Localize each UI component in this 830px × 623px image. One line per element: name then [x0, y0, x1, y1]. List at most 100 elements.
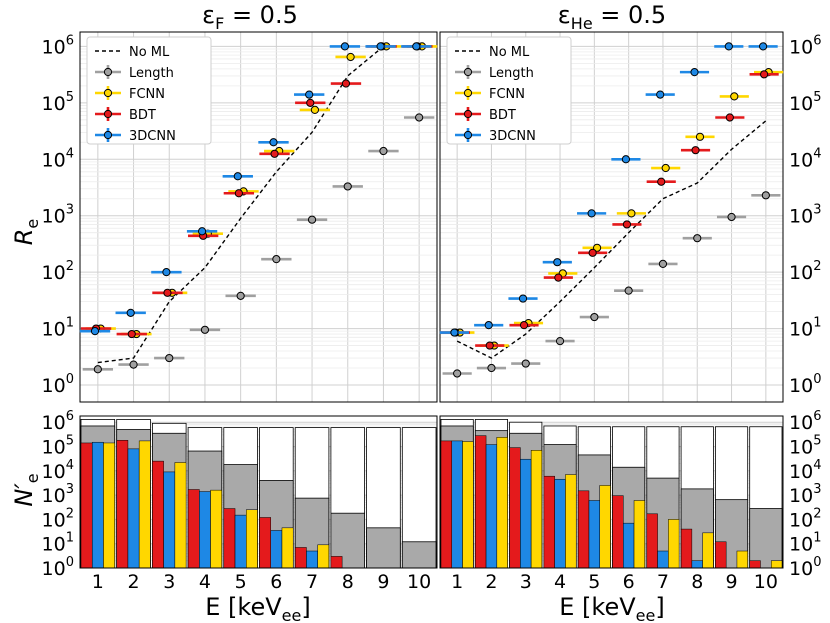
y-tick-label: 104	[42, 146, 74, 171]
bar-group	[646, 426, 680, 569]
3dcnn-bar	[270, 530, 283, 569]
marker	[197, 227, 207, 236]
marker	[587, 209, 596, 218]
bar-group	[294, 427, 330, 569]
x-tick-label: 6	[623, 571, 635, 593]
3dcnn-point	[222, 172, 253, 181]
marker	[484, 321, 493, 330]
3dcnn-point	[474, 321, 504, 330]
x-tick-label: 8	[342, 571, 354, 593]
fcnn-bar	[317, 544, 330, 569]
fcnn-bar	[103, 442, 115, 569]
x-tick-label: 2	[128, 571, 140, 593]
bdt-bar	[259, 517, 271, 569]
marker	[693, 234, 702, 243]
x-tick-label: 3	[520, 571, 532, 593]
bdt-bar	[646, 513, 658, 569]
y-tick-label: 102	[789, 259, 821, 284]
marker	[234, 189, 243, 198]
3dcnn-point	[714, 42, 744, 51]
marker	[658, 259, 668, 268]
legend-swatch-marker	[463, 109, 473, 119]
y-tick-label: 105	[42, 434, 74, 459]
y-tick-label: 101	[42, 316, 74, 341]
marker	[761, 191, 770, 200]
fcnn-bar	[281, 527, 294, 569]
bdt-point	[680, 146, 711, 155]
length-point	[682, 234, 712, 243]
bdt-bar	[187, 489, 200, 569]
legend-label: Length	[489, 66, 534, 81]
3dcnn-bar	[163, 471, 176, 569]
marker	[307, 215, 317, 224]
marker	[621, 155, 631, 164]
legend-label: 3DCNN	[129, 129, 176, 144]
right-x-axis-label: E [keVee]	[559, 593, 664, 623]
marker	[269, 138, 278, 147]
y-tick-label: 104	[789, 146, 821, 171]
y-tick-label: 104	[789, 458, 821, 483]
fcnn-bar	[736, 550, 748, 569]
x-tick-label: 3	[163, 571, 175, 593]
legend-swatch-marker	[463, 130, 473, 140]
marker	[341, 79, 351, 88]
3dcnn-bar	[554, 478, 566, 569]
legend-swatch-marker	[463, 67, 473, 77]
marker	[412, 42, 421, 51]
bdt-bar	[116, 440, 129, 569]
length-point	[403, 113, 435, 122]
y-tick-label: 104	[42, 458, 74, 483]
marker	[661, 163, 670, 173]
fcnn-bar	[246, 509, 258, 569]
length-point	[442, 369, 472, 378]
3dcnn-point	[401, 42, 432, 51]
bdt-point	[475, 341, 505, 350]
length-bar	[366, 527, 401, 569]
length-point	[511, 359, 541, 368]
length-point	[545, 336, 575, 346]
3dcnn-point	[439, 328, 469, 337]
marker	[236, 291, 245, 300]
x-tick-label: 10	[407, 571, 431, 593]
marker	[624, 286, 633, 295]
bdt-point	[223, 189, 255, 198]
length-point	[296, 215, 328, 224]
fcnn-bar	[668, 519, 680, 569]
left-panel-title: εF = 0.5	[202, 1, 298, 33]
bar-group	[680, 426, 714, 569]
x-tick-label: 7	[657, 571, 669, 593]
legend-swatch-marker	[103, 130, 113, 140]
3dcnn-bar	[91, 441, 104, 569]
legend-label: FCNN	[129, 87, 165, 102]
marker	[305, 90, 314, 99]
left-x-axis-label: E [keVee]	[205, 593, 310, 623]
3dcnn-point	[115, 308, 146, 317]
3dcnn-bar	[199, 491, 211, 569]
fcnn-point	[651, 163, 681, 173]
top-left-legend: No ML Length FCNN BDT 3DCNN	[86, 36, 212, 145]
length-point	[648, 259, 678, 268]
bar-group	[223, 427, 258, 569]
marker	[126, 308, 135, 317]
3dcnn-bar	[234, 514, 247, 569]
fcnn-bar	[565, 474, 577, 569]
3dcnn-point	[748, 42, 778, 51]
y-tick-label: 102	[42, 259, 74, 284]
marker	[627, 209, 636, 218]
legend-swatch-marker	[103, 88, 113, 98]
length-point	[579, 312, 609, 322]
length-point	[189, 325, 221, 334]
3dcnn-point	[611, 155, 641, 164]
legend-label: No ML	[129, 45, 170, 60]
x-tick-label: 1	[92, 571, 104, 593]
marker	[379, 146, 388, 156]
marker	[162, 268, 171, 277]
length-point	[614, 286, 644, 295]
y-tick-label: 105	[789, 90, 821, 115]
fcnn-bar	[530, 450, 543, 569]
fcnn-bar	[138, 440, 151, 569]
bar-group	[543, 425, 577, 569]
y-tick-label: 100	[42, 372, 74, 397]
marker	[272, 255, 281, 264]
bdt-bar	[223, 508, 236, 569]
